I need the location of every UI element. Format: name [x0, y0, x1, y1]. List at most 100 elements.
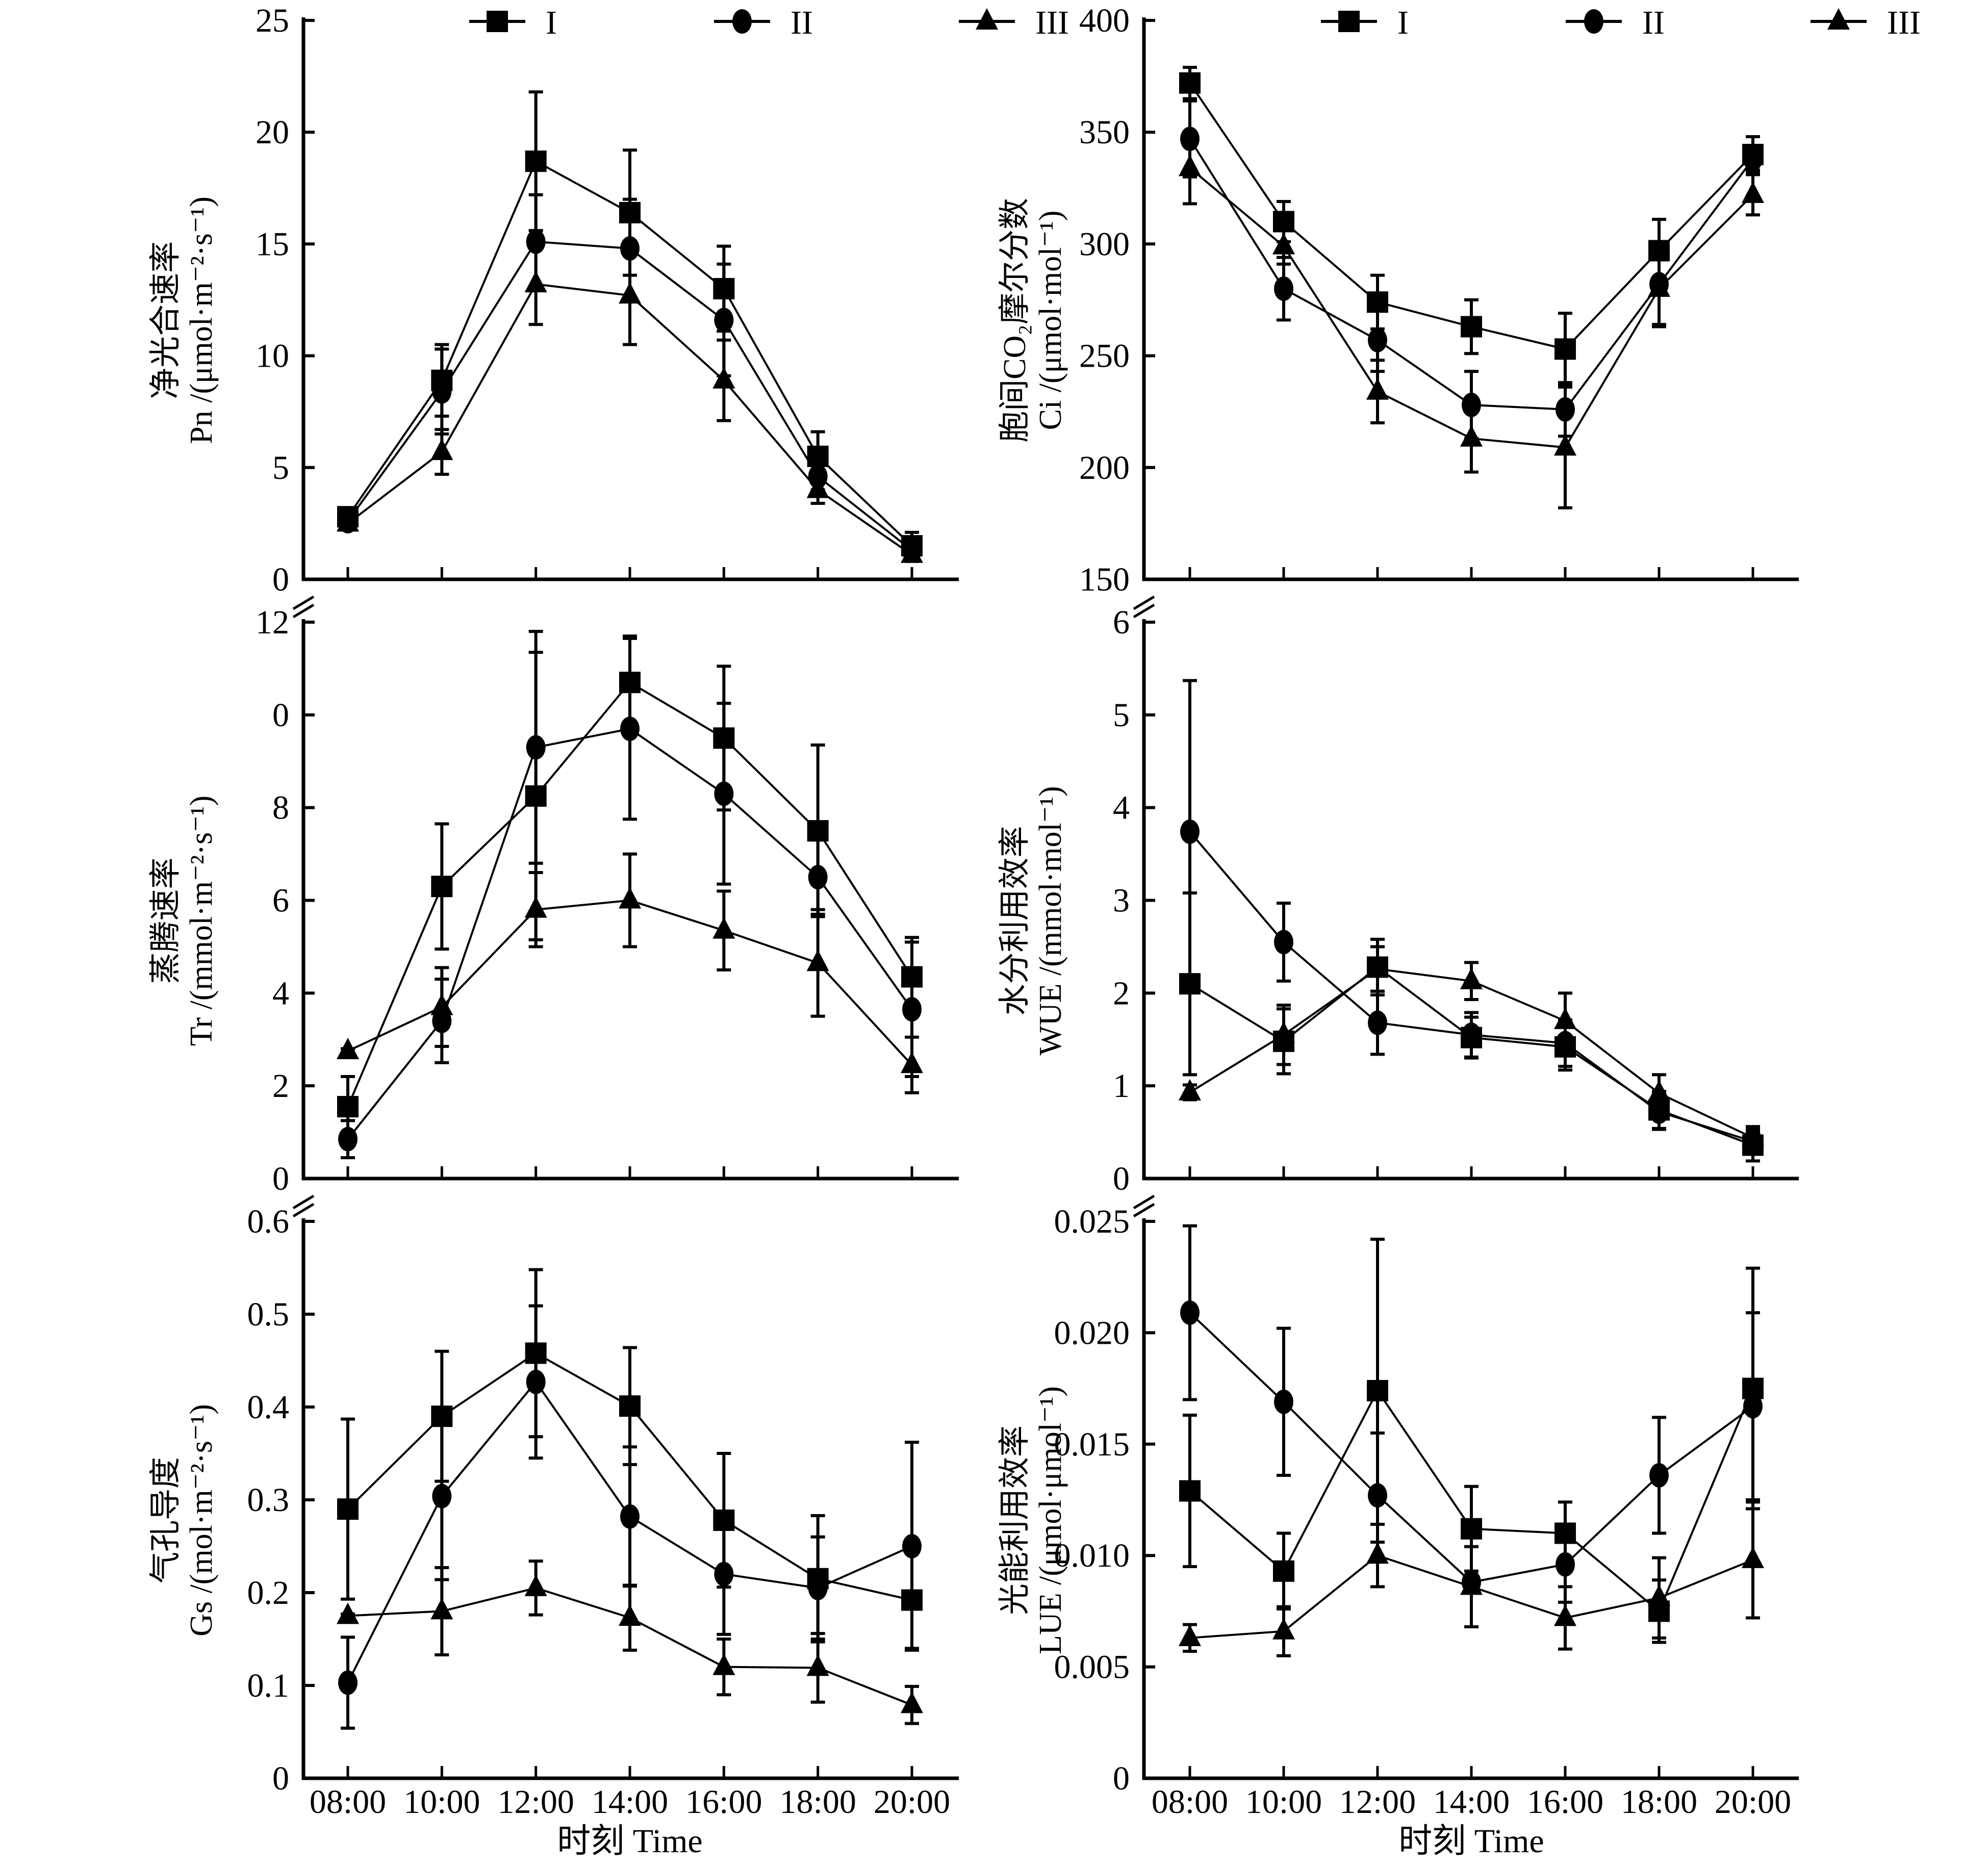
y-axis-title-cn: 光能利用效率	[998, 1425, 1032, 1615]
data-point	[526, 1369, 546, 1394]
legend-label: III	[1035, 4, 1069, 41]
y-tick-label: 350	[1079, 114, 1130, 151]
data-point	[1648, 1584, 1670, 1606]
x-tick-label: 20:00	[874, 1783, 950, 1821]
data-point	[619, 1395, 641, 1417]
y-tick-label: 0.2	[247, 1574, 290, 1612]
x-axis-title: 时刻 Time	[557, 1823, 702, 1860]
data-point	[714, 1562, 734, 1587]
panel-wue: 0 1 2 3 4 5 6 水分利用效率 WUE /(mmol·mol⁻¹)	[998, 604, 1799, 1218]
y-axis-title-en: Pn /(μmol·m⁻²·s⁻¹)	[184, 196, 219, 444]
x-axis-title: 时刻 Time	[1398, 1823, 1544, 1860]
data-point	[1180, 819, 1200, 844]
legend: I II III	[469, 4, 1069, 41]
y-tick-label: 0.4	[247, 1389, 290, 1426]
data-point	[901, 541, 923, 563]
data-point	[1460, 967, 1483, 989]
y-tick-label: 0.1	[247, 1667, 290, 1704]
series-I	[1179, 66, 1764, 387]
data-point	[1274, 1389, 1293, 1414]
data-point	[1366, 956, 1389, 978]
series-III	[1179, 945, 1764, 1150]
y-tick-label: 2	[1113, 975, 1130, 1012]
data-point	[1460, 425, 1483, 447]
data-point	[901, 1692, 923, 1713]
series-III	[337, 852, 923, 1094]
data-point	[808, 1575, 828, 1600]
y-tick-label: 0.015	[1054, 1426, 1130, 1463]
series-III	[337, 242, 923, 563]
data-point	[430, 439, 453, 461]
y-tick-label: 8	[272, 789, 289, 827]
data-point	[337, 1096, 359, 1118]
y-tick-label: 0	[272, 1160, 289, 1197]
y-tick-label: 5	[1113, 697, 1130, 734]
y-tick-label: 6	[272, 882, 289, 919]
legend-label: III	[1887, 4, 1921, 41]
data-point	[714, 781, 734, 806]
data-point	[1648, 1080, 1670, 1102]
legend-marker	[1584, 9, 1603, 34]
data-point	[619, 1604, 641, 1626]
data-point	[806, 476, 829, 498]
y-tick-label: 0	[272, 561, 289, 598]
data-point	[1179, 155, 1201, 176]
y-tick-label: 0	[1113, 1760, 1130, 1797]
data-point	[1179, 72, 1201, 94]
legend-item-III: III	[1811, 4, 1921, 41]
panel-tr: 0 2 4 6 8 0 12 蒸腾速率 Tr /(mmol·m⁻²·s⁻¹)	[148, 604, 959, 1218]
data-point	[1368, 327, 1387, 352]
data-point	[1179, 1480, 1201, 1502]
data-point	[525, 150, 547, 172]
data-point	[1649, 1463, 1669, 1488]
series-II	[1180, 679, 1763, 1154]
y-tick-label: 200	[1079, 449, 1130, 487]
data-point	[1274, 276, 1293, 301]
data-point	[712, 917, 735, 939]
legend-label: II	[1642, 4, 1665, 41]
data-point	[431, 876, 453, 898]
data-point	[524, 896, 547, 918]
data-point	[619, 887, 641, 909]
y-axis-title-cn: 净光合速率	[148, 241, 183, 399]
axis-break-mark	[1133, 603, 1155, 619]
x-tick-label: 08:00	[1152, 1783, 1228, 1821]
data-point	[432, 1484, 452, 1508]
y-tick-label: 20	[256, 114, 289, 151]
data-point	[1274, 930, 1293, 955]
y-tick-label: 0	[272, 1760, 289, 1797]
x-tick-label: 10:00	[1245, 1783, 1322, 1821]
y-tick-label: 0.020	[1054, 1314, 1130, 1351]
data-point	[808, 865, 828, 890]
data-point	[1273, 1560, 1294, 1582]
y-tick-label: 6	[1113, 604, 1130, 641]
y-tick-label: 250	[1079, 338, 1130, 375]
y-tick-label: 150	[1079, 561, 1130, 598]
data-point	[430, 1598, 453, 1620]
data-point	[806, 1654, 829, 1676]
y-axis-title-cn: 蒸腾速率	[148, 857, 183, 984]
data-point	[1366, 378, 1389, 400]
legend-marker	[976, 8, 998, 30]
axis-break-mark	[1133, 1203, 1155, 1218]
data-point	[1742, 181, 1764, 203]
data-point	[1554, 1604, 1576, 1626]
data-point	[1743, 146, 1763, 171]
y-tick-label: 0.010	[1054, 1537, 1130, 1574]
x-tick-label: 16:00	[1527, 1783, 1603, 1821]
data-point	[1461, 316, 1482, 338]
data-point	[524, 1574, 547, 1596]
legend-marker	[487, 11, 508, 32]
data-point	[712, 1653, 735, 1675]
y-axis-title-en: Tr /(mmol·m⁻²·s⁻¹)	[184, 796, 219, 1046]
data-point	[1742, 1124, 1764, 1146]
y-tick-label: 1	[1113, 1067, 1130, 1105]
legend-marker	[1338, 11, 1360, 32]
y-tick-label: 0.6	[247, 1203, 290, 1240]
x-tick-label: 08:00	[310, 1783, 386, 1821]
data-point	[1648, 275, 1670, 297]
legend-label: I	[1397, 4, 1409, 41]
data-point	[806, 950, 829, 971]
y-tick-label: 0	[272, 697, 289, 734]
